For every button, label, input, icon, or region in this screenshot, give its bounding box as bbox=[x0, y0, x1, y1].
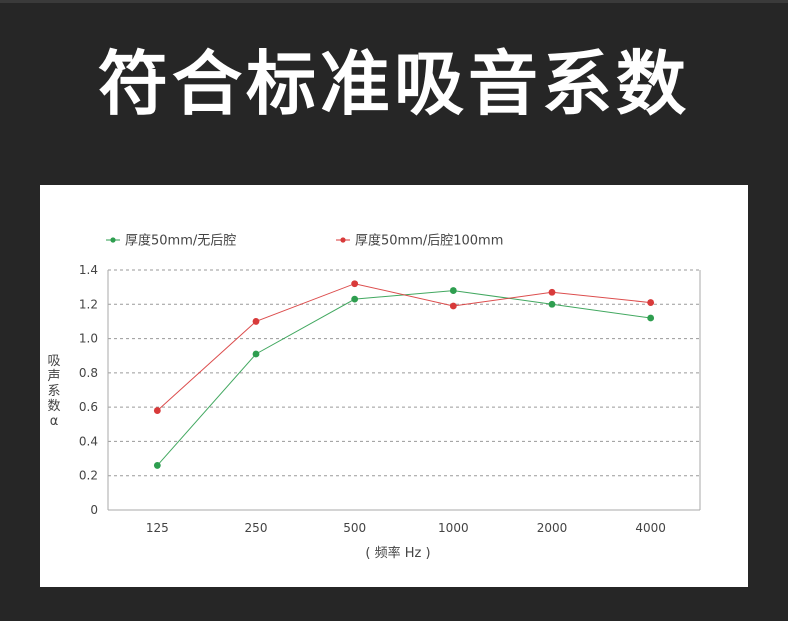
data-point bbox=[548, 300, 556, 308]
y-tick-labels: 0 0.2 0.4 0.6 0.8 1.0 1.2 1.4 bbox=[79, 263, 98, 517]
data-point bbox=[647, 314, 655, 322]
x-tick-label: 1000 bbox=[438, 521, 469, 535]
x-tick-label: 500 bbox=[343, 521, 366, 535]
legend-marker bbox=[340, 237, 346, 243]
legend-label: 厚度50mm/无后腔 bbox=[125, 233, 236, 249]
y-tick-label: 1.2 bbox=[79, 297, 98, 311]
series-group bbox=[153, 280, 655, 469]
y-tick-label: 0.2 bbox=[79, 469, 98, 483]
data-point bbox=[153, 462, 161, 469]
data-point bbox=[351, 295, 359, 303]
y-tick-label: 0.8 bbox=[79, 366, 98, 380]
x-axis-label: ( 频率 Hz ) bbox=[365, 545, 430, 561]
data-point bbox=[548, 288, 556, 296]
y-tick-label: 0 bbox=[90, 503, 98, 517]
series-line bbox=[156, 290, 651, 466]
y-axis-label-char: 吸 bbox=[47, 354, 60, 369]
page-title: 符合标准吸音系数 bbox=[98, 43, 690, 125]
data-point bbox=[252, 318, 260, 325]
y-tick-label: 1.0 bbox=[79, 332, 98, 346]
x-tick-label: 125 bbox=[146, 521, 169, 535]
series-2 bbox=[153, 280, 655, 414]
axes bbox=[107, 270, 701, 511]
x-tick-label: 4000 bbox=[635, 521, 666, 535]
y-axis-label-char: 数 bbox=[47, 399, 60, 414]
sound-absorption-chart: 厚度50mm/无后腔 厚度50mm/后腔100mm 0 0.2 0.4 0.6 0.8 1.… bbox=[47, 233, 701, 561]
data-point bbox=[252, 350, 260, 358]
legend: 厚度50mm/无后腔 厚度50mm/后腔100mm bbox=[106, 233, 503, 249]
y-tick-label: 0.6 bbox=[79, 400, 98, 414]
grid-lines bbox=[108, 269, 700, 477]
x-tick-label: 250 bbox=[245, 521, 268, 535]
y-tick-label: 0.4 bbox=[79, 434, 98, 448]
legend-marker bbox=[110, 237, 116, 243]
y-tick-label: 1.4 bbox=[79, 263, 98, 277]
legend-item: 厚度50mm/无后腔 bbox=[106, 233, 236, 249]
series-line bbox=[156, 283, 651, 411]
y-axis-label-char: α bbox=[50, 414, 59, 429]
data-point bbox=[449, 302, 457, 310]
top-border bbox=[0, 0, 788, 3]
chart-card: 厚度50mm/无后腔 厚度50mm/后腔100mm 0 0.2 0.4 0.6 0.8 1.… bbox=[40, 185, 748, 587]
data-point bbox=[153, 407, 161, 414]
data-point bbox=[351, 280, 359, 288]
data-point bbox=[647, 299, 655, 306]
legend-label: 厚度50mm/后腔100mm bbox=[355, 233, 503, 249]
legend-item: 厚度50mm/后腔100mm bbox=[336, 233, 503, 249]
y-axis-label-char: 系 bbox=[47, 384, 60, 399]
data-point bbox=[449, 287, 457, 294]
x-tick-label: 2000 bbox=[537, 521, 568, 535]
x-axis-label: ( 频率 Hz ) bbox=[365, 545, 430, 561]
x-tick-labels: 125 250 500 1000 2000 4000 bbox=[146, 521, 666, 535]
y-axis-label-char: 声 bbox=[47, 369, 60, 384]
